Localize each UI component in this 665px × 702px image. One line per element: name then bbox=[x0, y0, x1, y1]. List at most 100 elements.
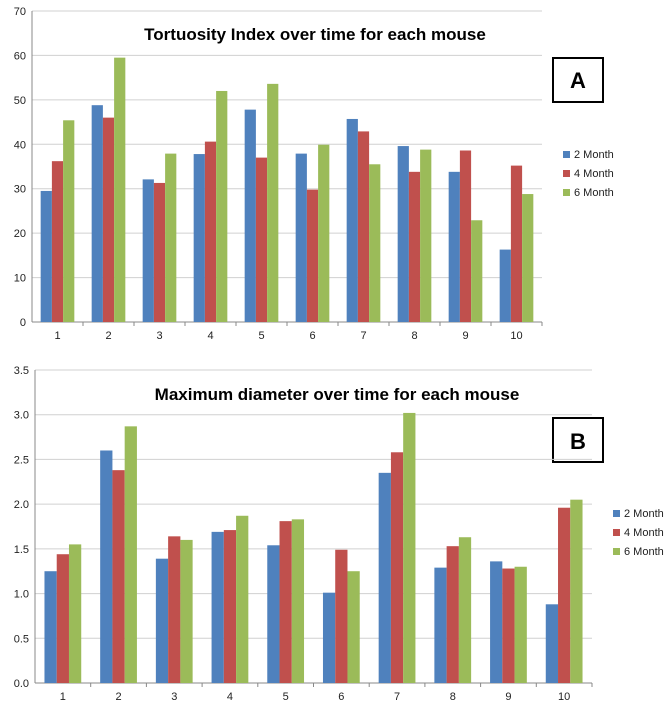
chart-a-panel-label-box bbox=[552, 57, 604, 103]
chart-a-bar-2-month bbox=[142, 179, 154, 322]
chart-a-bar-6-month bbox=[63, 120, 75, 323]
chart-b-x-tick-label: 7 bbox=[394, 691, 400, 702]
chart-a-legend-label: 2 Month bbox=[574, 149, 614, 161]
chart-a-bar-2-month bbox=[295, 153, 307, 322]
chart-a-x-tick-label: 1 bbox=[54, 330, 60, 342]
chart-a-y-tick-label: 70 bbox=[14, 6, 26, 18]
chart-b-bar-2-month bbox=[155, 558, 169, 683]
chart-b-bar-6-month bbox=[347, 571, 360, 683]
chart-b-bar-4-month bbox=[446, 546, 459, 683]
chart-a-bar-2-month bbox=[397, 146, 409, 322]
chart-b-bar-2-month bbox=[322, 592, 336, 683]
chart-b-bar-6-month bbox=[403, 412, 416, 683]
chart-a-bar-4-month bbox=[102, 117, 115, 322]
chart-a-y-tick-label: 50 bbox=[14, 95, 26, 107]
chart-b-x-tick-label: 6 bbox=[338, 691, 344, 702]
chart-a-y-tick-label: 60 bbox=[14, 50, 26, 62]
chart-a-bar-6-month bbox=[471, 220, 483, 322]
chart-a-x-tick-label: 5 bbox=[258, 330, 264, 342]
chart-a-bar-4-month bbox=[51, 161, 64, 322]
chart-a-bar-6-month bbox=[165, 153, 177, 322]
chart-b-x-tick-label: 10 bbox=[558, 691, 570, 702]
chart-a-bar-2-month bbox=[244, 109, 256, 322]
chart-a-bar-4-month bbox=[459, 150, 472, 322]
chart-b-panel-label-box bbox=[552, 417, 604, 463]
chart-b-bar-6-month bbox=[180, 539, 193, 683]
chart-a-x-tick-label: 2 bbox=[105, 330, 111, 342]
chart-a-x-tick-label: 7 bbox=[360, 330, 366, 342]
chart-b-y-tick-label: 1.0 bbox=[14, 589, 29, 601]
chart-a-legend-label: 6 Month bbox=[574, 187, 614, 199]
chart-b-bar-2-month bbox=[434, 567, 447, 683]
chart-a-bar-6-month bbox=[420, 149, 432, 322]
chart-b-bar-6-month bbox=[570, 499, 583, 683]
chart-a-bar-6-month bbox=[318, 144, 330, 322]
chart-b-bar-4-month bbox=[335, 549, 348, 683]
chart-a-x-tick-label: 8 bbox=[411, 330, 417, 342]
chart-a-x-tick-label: 6 bbox=[309, 330, 315, 342]
chart-a-x-tick-label: 9 bbox=[462, 330, 468, 342]
chart-a-legend-swatch bbox=[563, 189, 570, 196]
chart-a-bar-6-month bbox=[114, 57, 126, 323]
chart-b-bar-6-month bbox=[236, 515, 249, 683]
chart-b-y-tick-label: 3.0 bbox=[14, 410, 29, 422]
chart-a-bar-2-month bbox=[499, 249, 511, 322]
chart-a-x-tick-label: 10 bbox=[510, 330, 522, 342]
chart-b-bar-6-month bbox=[68, 544, 82, 683]
chart-b-bar-2-month bbox=[545, 604, 559, 683]
chart-a-bar-2-month bbox=[346, 118, 358, 322]
chart-a-panel-label: A bbox=[570, 68, 586, 93]
chart-b-bar-6-month bbox=[514, 566, 527, 683]
chart-b-panel-label: B bbox=[570, 429, 586, 454]
chart-b-bar-2-month bbox=[100, 450, 113, 683]
chart-b-plot-area: 0.0 0.5 1.0 1.5 2.0 2.5 3.0 3.5 1 2 3 4 5 6 7 8 9 10 bbox=[14, 365, 593, 702]
chart-a: Tortuosity Index over time for each mous… bbox=[14, 6, 614, 342]
chart-a-bar-4-month bbox=[306, 189, 319, 322]
chart-b-legend-swatch bbox=[613, 529, 620, 536]
chart-b-x-tick-label: 1 bbox=[60, 691, 66, 702]
chart-b-x-tick-label: 2 bbox=[115, 691, 121, 702]
chart-a-y-tick-label: 40 bbox=[14, 139, 26, 151]
chart-b-legend-label: 2 Month bbox=[624, 508, 664, 520]
chart-a-bar-2-month bbox=[448, 171, 460, 322]
chart-a-title: Tortuosity Index over time for each mous… bbox=[144, 25, 486, 44]
chart-b-bar-2-month bbox=[267, 545, 280, 683]
chart-a-x-tick-label: 4 bbox=[207, 330, 213, 342]
chart-b-y-tick-label: 2.0 bbox=[14, 499, 29, 511]
chart-a-bar-4-month bbox=[153, 182, 166, 322]
chart-b-y-tick-label: 2.5 bbox=[14, 454, 29, 466]
chart-b-bar-4-month bbox=[279, 521, 292, 683]
chart-b-y-tick-label: 0.5 bbox=[14, 633, 29, 645]
chart-a-bar-6-month bbox=[216, 90, 228, 322]
chart-b-bar-4-month bbox=[112, 470, 125, 683]
chart-b-bar-2-month bbox=[378, 472, 391, 683]
chart-a-bar-2-month bbox=[91, 105, 103, 322]
chart-b: Maximum diameter over time for each mous… bbox=[14, 365, 664, 702]
chart-b-legend-swatch bbox=[613, 510, 620, 517]
chart-a-y-tick-label: 20 bbox=[14, 228, 26, 240]
chart-a-bar-4-month bbox=[204, 141, 217, 322]
chart-a-legend: 2 Month 4 Month 6 Month bbox=[563, 149, 614, 199]
chart-a-bar-4-month bbox=[357, 131, 370, 322]
chart-b-bar-4-month bbox=[168, 536, 181, 683]
chart-b-legend: 2 Month 4 Month 6 Month bbox=[613, 508, 664, 558]
chart-a-bar-4-month bbox=[510, 165, 523, 322]
chart-a-bar-4-month bbox=[255, 157, 268, 322]
chart-b-legend-label: 4 Month bbox=[624, 527, 664, 539]
chart-a-legend-swatch bbox=[563, 170, 570, 177]
chart-b-x-tick-label: 9 bbox=[505, 691, 511, 702]
chart-a-y-tick-label: 30 bbox=[14, 184, 26, 196]
chart-a-bar-2-month bbox=[193, 154, 205, 322]
chart-b-bar-2-month bbox=[44, 571, 57, 683]
chart-b-bar-4-month bbox=[558, 507, 571, 683]
chart-b-legend-swatch bbox=[613, 548, 620, 555]
chart-b-legend-label: 6 Month bbox=[624, 546, 664, 558]
chart-b-x-tick-label: 3 bbox=[171, 691, 177, 702]
chart-b-y-tick-label: 0.0 bbox=[14, 678, 29, 690]
chart-a-bar-2-month bbox=[40, 190, 52, 322]
chart-b-bar-4-month bbox=[56, 554, 69, 683]
chart-b-bar-2-month bbox=[490, 561, 503, 683]
chart-a-plot-area: 0 10 20 30 40 50 60 70 1 2 3 4 5 6 7 8 9 10 bbox=[14, 6, 543, 342]
chart-b-bar-6-month bbox=[124, 426, 137, 683]
